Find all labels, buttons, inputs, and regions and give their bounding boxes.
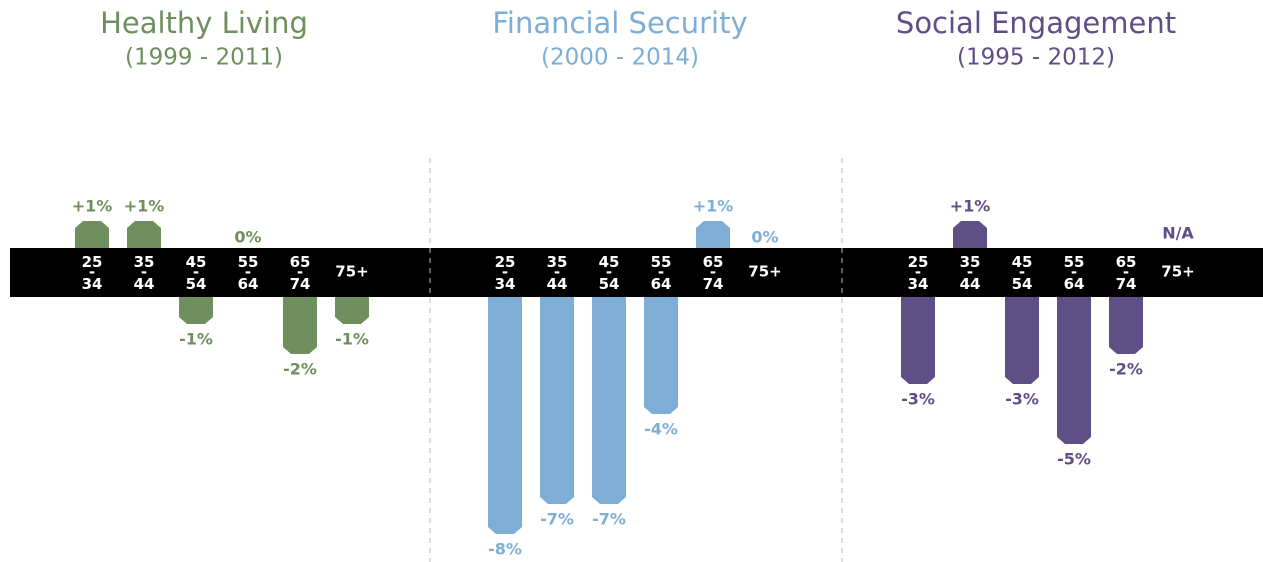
value-label: -2% [283, 360, 317, 379]
bar [953, 221, 987, 248]
value-label: -8% [488, 540, 522, 559]
value-label: 0% [751, 228, 778, 247]
bar [592, 297, 626, 504]
bar [1057, 297, 1091, 444]
value-label: -3% [901, 390, 935, 409]
category-label: 25 -34 [495, 253, 516, 293]
category-label: 65 -74 [1116, 253, 1137, 293]
value-label: -1% [179, 330, 213, 349]
value-label: +1% [124, 197, 165, 216]
bar [335, 297, 369, 324]
category-label: 75+ [1161, 263, 1194, 281]
category-label: 25 -34 [908, 253, 929, 293]
panel-title: Financial Security [492, 6, 747, 40]
category-label: 45 -54 [599, 253, 620, 293]
category-label: 35 -44 [960, 253, 981, 293]
value-label: +1% [693, 197, 734, 216]
category-label: 45 -54 [186, 253, 207, 293]
value-label: N/A [1162, 224, 1194, 243]
bar [540, 297, 574, 504]
panel-subtitle: (1999 - 2011) [125, 45, 283, 71]
bar [179, 297, 213, 324]
value-label: +1% [950, 197, 991, 216]
category-label: 45 -54 [1012, 253, 1033, 293]
category-label: 55 -64 [1064, 253, 1085, 293]
category-band [10, 248, 1263, 297]
category-label: 65 -74 [290, 253, 311, 293]
category-label: 25 -34 [82, 253, 103, 293]
panel-subtitle: (2000 - 2014) [541, 45, 699, 71]
value-label: -3% [1005, 390, 1039, 409]
bar [488, 297, 522, 534]
panel-title: Healthy Living [100, 6, 308, 40]
bar [283, 297, 317, 354]
category-label: 35 -44 [134, 253, 155, 293]
value-label: -5% [1057, 450, 1091, 469]
category-label: 55 -64 [238, 253, 259, 293]
bar [901, 297, 935, 384]
panel-subtitle: (1995 - 2012) [957, 45, 1115, 71]
category-label: 55 -64 [651, 253, 672, 293]
value-label: -7% [592, 510, 626, 529]
bar [1005, 297, 1039, 384]
panel-title: Social Engagement [896, 6, 1176, 40]
bar [127, 221, 161, 248]
bar [644, 297, 678, 414]
category-label: 35 -44 [547, 253, 568, 293]
value-label: 0% [234, 228, 261, 247]
value-label: -1% [335, 330, 369, 349]
bar [75, 221, 109, 248]
value-label: -7% [540, 510, 574, 529]
value-label: +1% [72, 197, 113, 216]
bar [696, 221, 730, 248]
category-label: 65 -74 [703, 253, 724, 293]
bar [1109, 297, 1143, 354]
category-label: 75+ [335, 263, 368, 281]
category-label: 75+ [748, 263, 781, 281]
value-label: -2% [1109, 360, 1143, 379]
value-label: -4% [644, 420, 678, 439]
